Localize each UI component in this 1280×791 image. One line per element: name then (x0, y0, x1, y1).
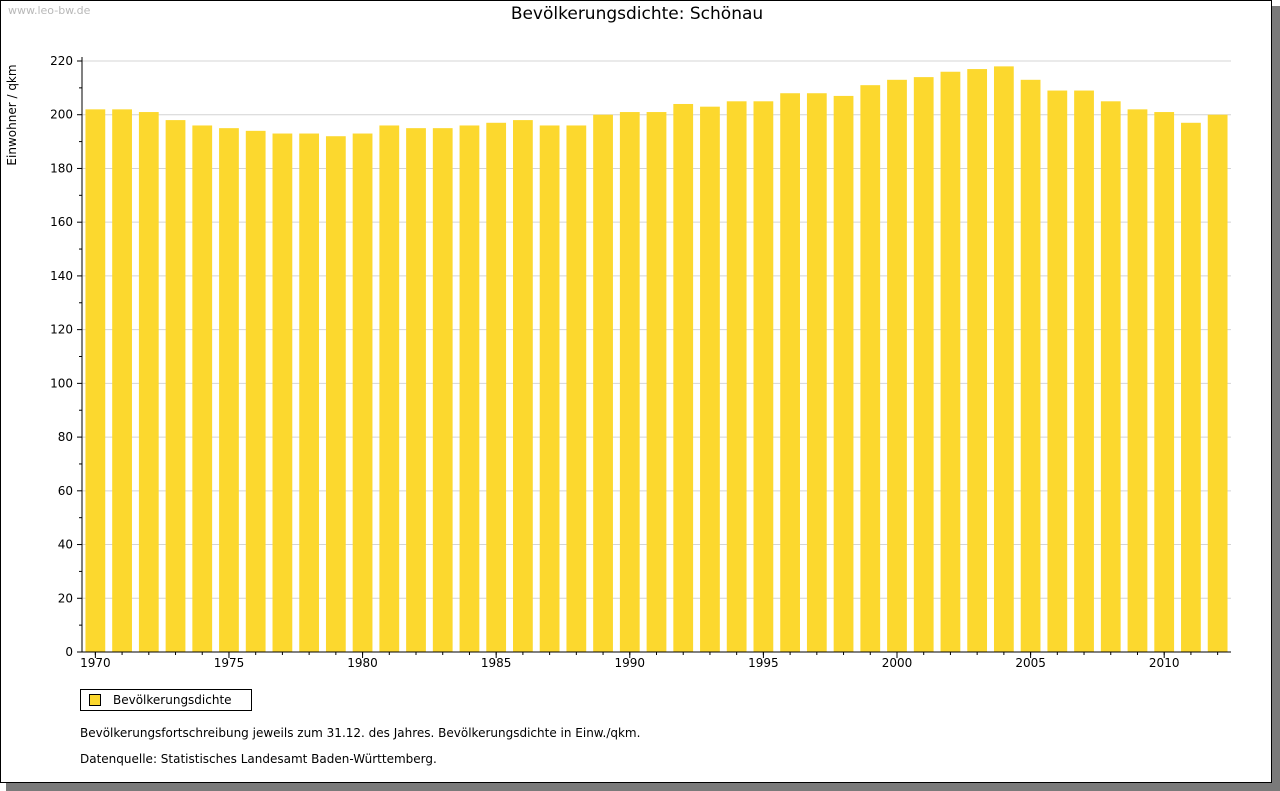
frame-shadow-bottom (6, 783, 1280, 791)
bar-1977 (272, 133, 293, 653)
bar-2002 (940, 71, 961, 652)
bar-1976 (245, 130, 266, 652)
bar-2000 (887, 79, 907, 652)
chart-title: Bevölkerungsdichte: Schönau (510, 4, 764, 24)
x-tick-label-1970: 1970 (80, 656, 111, 670)
bar-1996 (780, 93, 800, 652)
x-tick-label-1995: 1995 (748, 656, 779, 670)
y-axis-label: Einwohner / qkm (5, 64, 19, 165)
x-tick-label-1990: 1990 (615, 656, 646, 670)
bar-1978 (299, 133, 320, 653)
y-tick-label-80: 80 (58, 430, 73, 444)
x-tick-label-2010: 2010 (1149, 656, 1180, 670)
bar-1992 (673, 103, 694, 653)
bar-2009 (1127, 109, 1148, 652)
x-tick-label-2000: 2000 (882, 656, 913, 670)
legend: Bevölkerungsdichte (80, 689, 252, 711)
bar-1973 (165, 120, 186, 653)
y-axis-ticks: 0 20 40 60 80 100 120 140 160 180 200 220 (50, 54, 82, 659)
bar-1974 (192, 125, 213, 653)
bar-1979 (325, 136, 346, 652)
x-axis-ticks: 1970 1975 1980 1985 1990 1995 2000 2005 2010 (80, 652, 1219, 670)
bar-1986 (513, 120, 533, 653)
bar-1984 (459, 125, 480, 653)
y-tick-label-200: 200 (50, 108, 73, 122)
bars (85, 66, 1228, 653)
bar-1990 (619, 112, 640, 653)
bar-2003 (967, 69, 988, 653)
bar-2004 (993, 66, 1014, 652)
bar-1993 (700, 106, 720, 652)
bar-1988 (566, 125, 587, 653)
frame-shadow-right (1272, 6, 1280, 791)
bar-2008 (1100, 101, 1121, 652)
bar-1987 (539, 125, 560, 653)
y-tick-label-20: 20 (58, 591, 73, 605)
bar-2001 (913, 77, 934, 653)
y-tick-label-160: 160 (50, 215, 73, 229)
y-tick-label-40: 40 (58, 538, 73, 552)
bar-2011 (1181, 122, 1201, 652)
y-tick-label-140: 140 (50, 269, 73, 283)
y-tick-label-120: 120 (50, 323, 73, 337)
footnote-source: Datenquelle: Statistisches Landesamt Bad… (80, 752, 437, 766)
watermark-link[interactable]: www.leo-bw.de (8, 4, 91, 17)
bar-2006 (1047, 90, 1068, 653)
legend-label: Bevölkerungsdichte (113, 693, 232, 707)
bar-1970 (85, 109, 106, 652)
bar-1971 (112, 109, 132, 652)
x-tick-label-1980: 1980 (347, 656, 378, 670)
bar-1994 (726, 101, 747, 652)
bar-1995 (753, 101, 774, 652)
legend-swatch-icon (89, 694, 101, 706)
bar-1989 (593, 114, 613, 652)
bar-1981 (379, 125, 400, 653)
bar-1998 (833, 95, 854, 652)
bar-1991 (646, 112, 667, 653)
x-tick-label-2005: 2005 (1015, 656, 1046, 670)
bar-1975 (219, 128, 239, 653)
y-tick-label-60: 60 (58, 484, 73, 498)
bar-1972 (138, 112, 159, 653)
y-tick-label-100: 100 (50, 376, 73, 390)
bar-2012 (1207, 114, 1228, 652)
y-tick-label-0: 0 (65, 645, 73, 659)
footnote-method: Bevölkerungsfortschreibung jeweils zum 3… (80, 726, 641, 740)
x-tick-label-1985: 1985 (481, 656, 512, 670)
bar-1980 (352, 133, 373, 653)
bar-1999 (860, 85, 881, 653)
bar-2010 (1154, 112, 1175, 653)
bar-1985 (486, 122, 507, 652)
bar-1982 (406, 128, 426, 653)
y-tick-label-180: 180 (50, 161, 73, 175)
bar-2005 (1020, 79, 1041, 652)
x-tick-label-1975: 1975 (214, 656, 245, 670)
bar-1997 (806, 93, 827, 652)
y-tick-label-220: 220 (50, 54, 73, 68)
bar-2007 (1074, 90, 1094, 653)
bar-1983 (432, 128, 453, 653)
